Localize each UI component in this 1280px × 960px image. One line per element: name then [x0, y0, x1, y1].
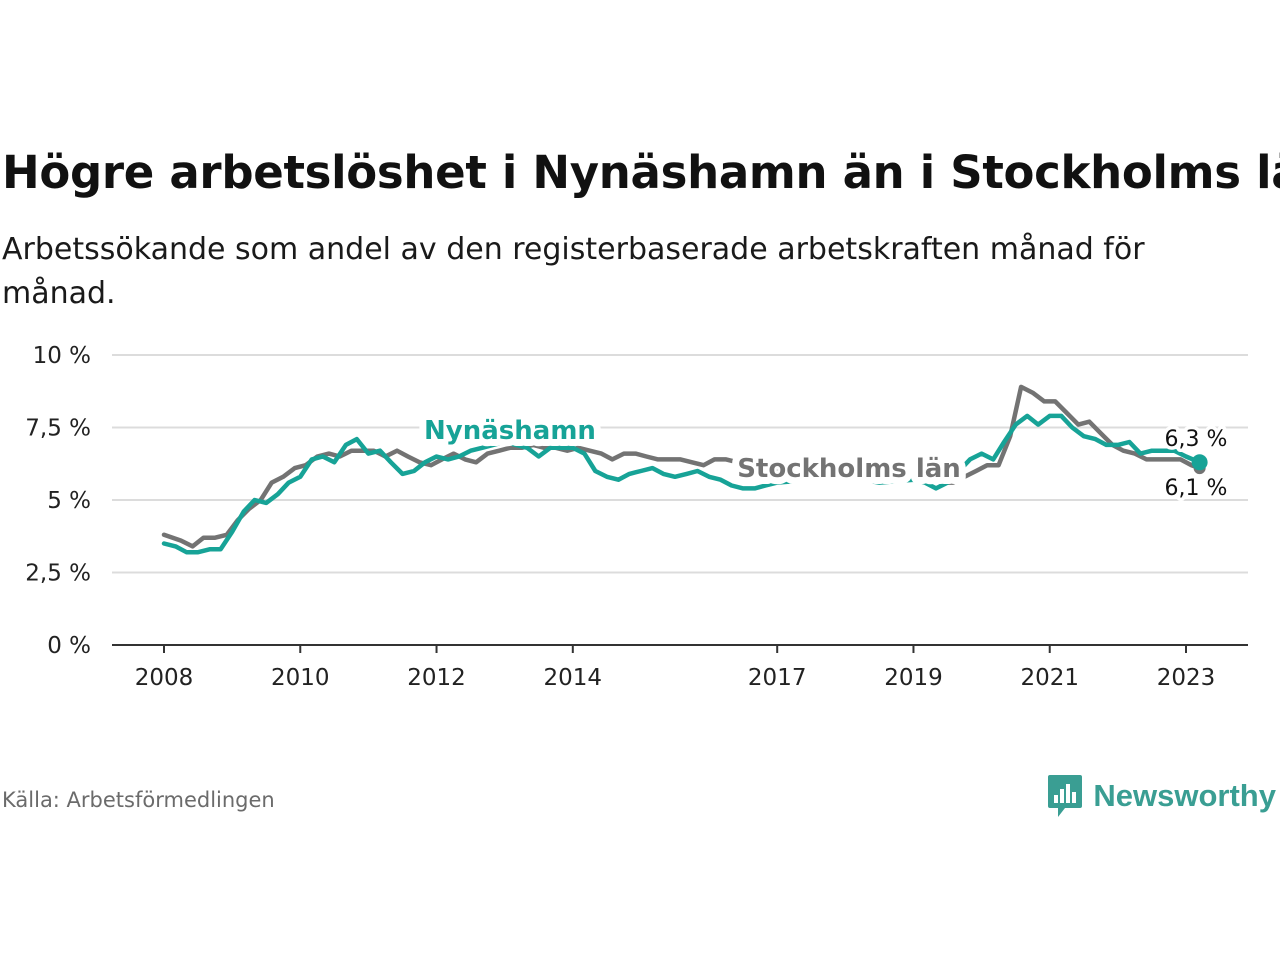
x-tick-label: 2021: [1020, 665, 1079, 691]
y-axis-ticks: 0 % 2,5 % 5 % 7,5 % 10 %: [25, 343, 91, 659]
brand-name: Newsworthy: [1093, 778, 1276, 813]
series-line: [161, 384, 1202, 549]
y-tick-label: 7,5 %: [25, 416, 91, 442]
x-tick-label: 2023: [1157, 665, 1216, 691]
svg-text:6,3 %: 6,3 %: [1165, 427, 1228, 452]
svg-text:Stockholms län: Stockholms län: [737, 454, 961, 484]
y-tick-label: 0 %: [47, 633, 91, 659]
x-tick-label: 2008: [135, 665, 194, 691]
x-tick-label: 2017: [748, 665, 807, 691]
svg-text:6,1 %: 6,1 %: [1165, 476, 1228, 501]
brand-logo: Newsworthy: [1047, 772, 1276, 820]
x-tick-label: 2014: [544, 665, 603, 691]
x-tick-label: 2010: [271, 665, 330, 691]
svg-text:Nynäshamn: Nynäshamn: [424, 416, 596, 446]
chart-subtitle: Arbetssökande som andel av den registerb…: [2, 232, 1145, 311]
gridlines: [112, 354, 1248, 574]
x-axis-ticks: 2008 2010 2012 2014 2017 2019 2021 2023: [135, 645, 1216, 691]
end-value-label-nynashamn: 6,3 %6,3 %: [1161, 424, 1231, 456]
svg-text:Stockholms län: Stockholms län: [737, 454, 961, 484]
y-tick-label: 10 %: [33, 343, 91, 369]
svg-text:6,1 %: 6,1 %: [1165, 476, 1228, 501]
x-tick-label: 2019: [884, 665, 943, 691]
x-tick-label: 2012: [407, 665, 466, 691]
series-line: [161, 413, 1202, 555]
series-lines: [161, 384, 1208, 555]
chart-title: Högre arbetslöshet i Nynäshamn än i Stoc…: [2, 146, 1280, 199]
newsworthy-logo-icon: [1048, 775, 1083, 817]
end-dot: [1191, 454, 1208, 471]
y-tick-label: 2,5 %: [25, 561, 91, 587]
svg-text:Nynäshamn: Nynäshamn: [424, 416, 596, 446]
y-tick-label: 5 %: [47, 488, 91, 514]
svg-text:6,3 %: 6,3 %: [1165, 427, 1228, 452]
line-chart: 0 % 2,5 % 5 % 7,5 % 10 % 2008 2010 2012 2014 201…: [25, 343, 1248, 691]
end-value-label-stockholm: 6,1 %6,1 %: [1161, 473, 1231, 505]
source-note: Källa: Arbetsförmedlingen: [2, 788, 275, 812]
